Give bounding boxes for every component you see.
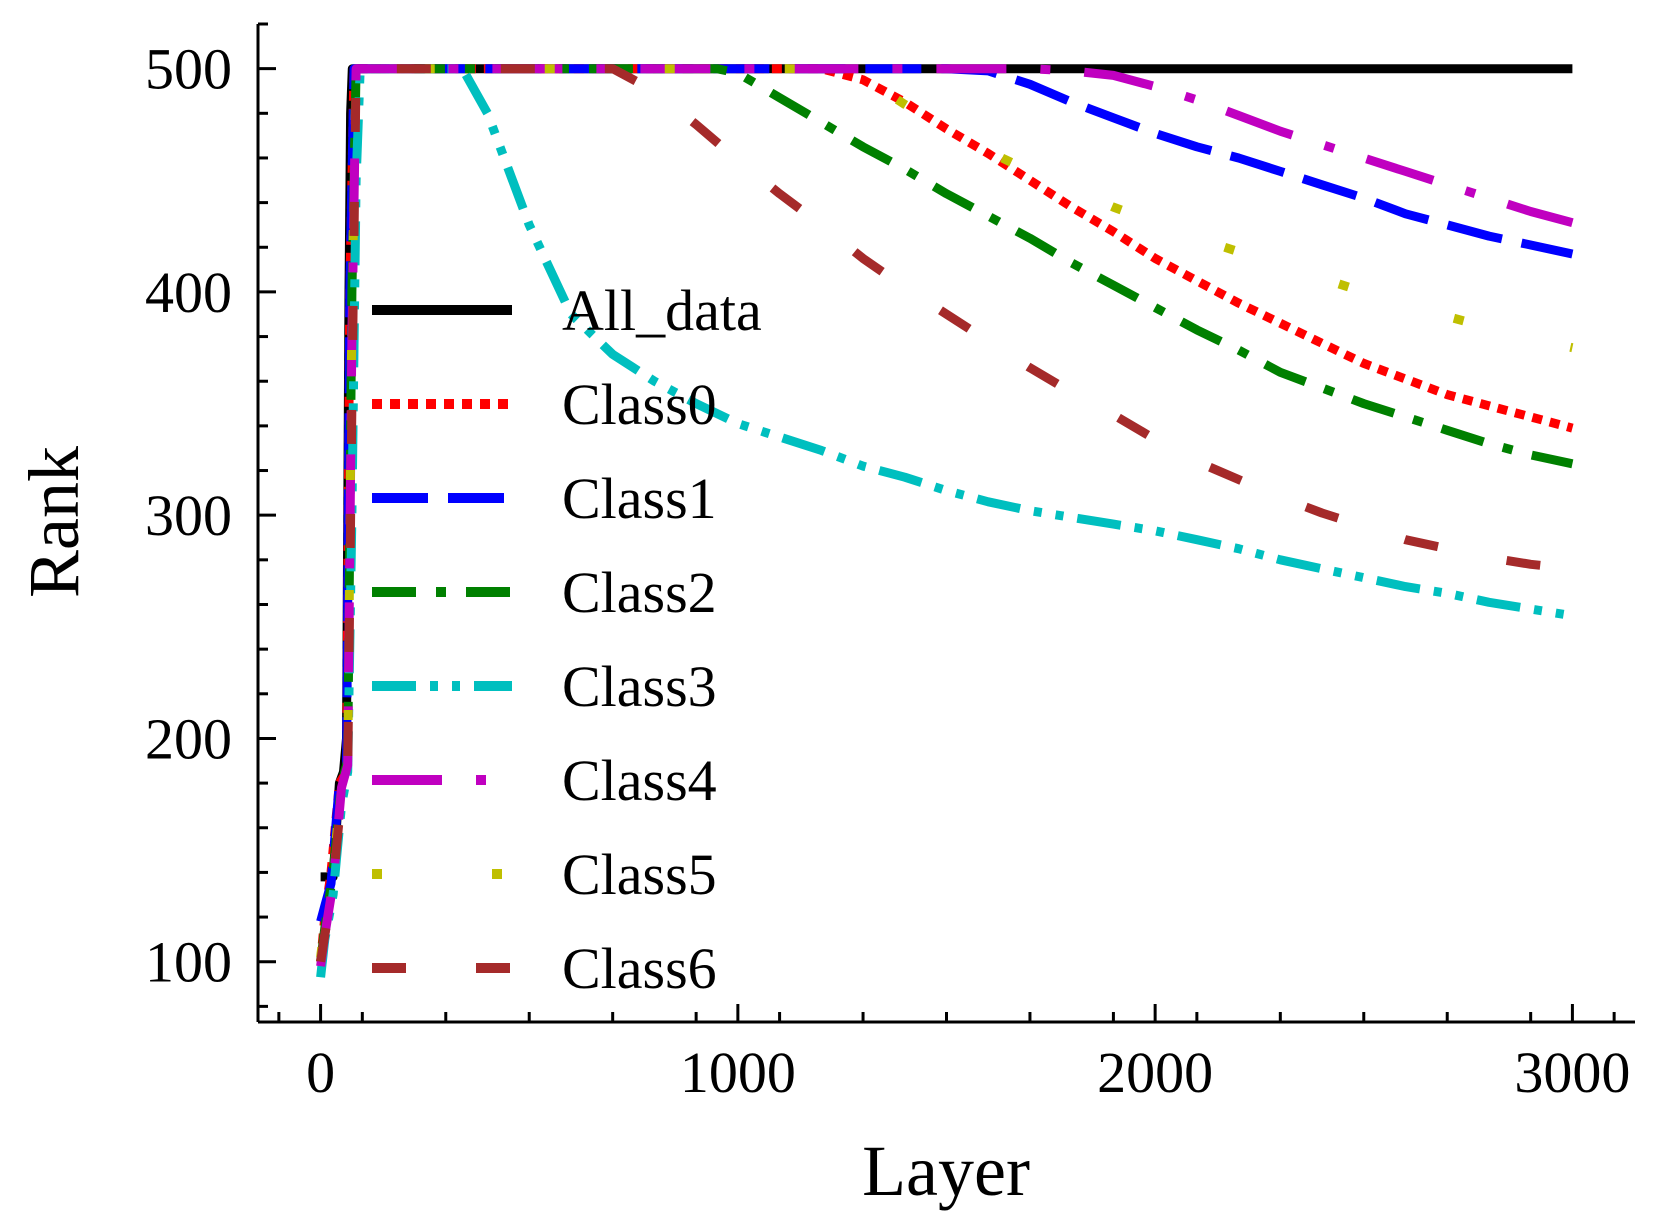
series-line-class2: [316, 64, 1574, 963]
x-tick-label: 1000: [680, 1040, 796, 1105]
x-tick-label: 2000: [1097, 1040, 1213, 1105]
axes: [256, 24, 1635, 1024]
legend-label: Class1: [562, 466, 717, 531]
y-tick-label: 500: [145, 37, 232, 102]
y-tick-label: 300: [145, 483, 232, 548]
plot-area: [316, 64, 1574, 978]
y-tick-label: 400: [145, 260, 232, 325]
legend-label: Class3: [562, 654, 717, 719]
y-axis-title: Rank: [14, 446, 94, 598]
legend: All_data Class0 Class1 Class2 Class3 Class4 Cl…: [372, 278, 762, 1001]
series-line-class1: [316, 64, 1574, 923]
y-tick-label: 100: [145, 930, 232, 995]
x-tick-label: 3000: [1514, 1040, 1630, 1105]
x-tick-label: 0: [306, 1040, 335, 1105]
legend-label: Class2: [562, 560, 717, 625]
y-tick-label: 200: [145, 706, 232, 771]
legend-label: Class4: [562, 748, 717, 813]
ticks: [258, 22, 1616, 1022]
tick-labels: 100 200 300 400 500 0 1000 2000 3000: [145, 37, 1630, 1105]
legend-label: Class5: [562, 842, 717, 907]
x-axis-title: Layer: [862, 1131, 1030, 1211]
series-line-class4: [316, 64, 1574, 967]
legend-label: Class6: [562, 936, 717, 1001]
legend-label: Class0: [562, 372, 717, 437]
legend-label: All_data: [562, 278, 762, 343]
series-line-class6: [316, 64, 1573, 963]
